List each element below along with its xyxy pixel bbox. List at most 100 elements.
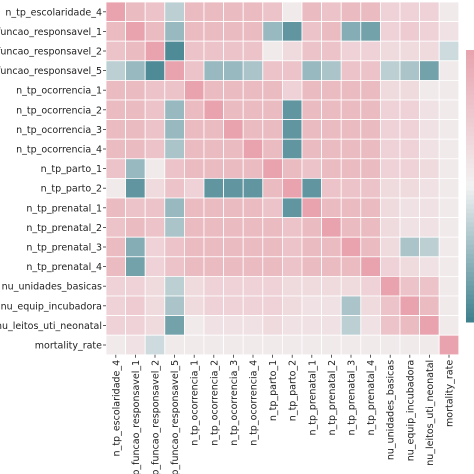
colorbar-segment <box>466 186 474 192</box>
heatmap-cell <box>242 119 264 140</box>
colorbar-segment <box>466 54 474 60</box>
heatmap-cell <box>183 80 205 101</box>
heatmap-cell <box>144 158 166 179</box>
heatmap-cell <box>144 99 166 121</box>
heatmap-cell <box>164 217 185 238</box>
heatmap-cell <box>105 334 127 356</box>
heatmap-cell <box>183 275 205 297</box>
y-tick-label: n_tp_ocorrencia_3 <box>16 125 102 136</box>
heatmap-cell <box>438 315 460 336</box>
heatmap-cell <box>105 99 127 121</box>
heatmap-cell <box>360 334 381 356</box>
heatmap-cell <box>281 236 303 258</box>
heatmap-cell <box>438 275 460 297</box>
heatmap-cell <box>164 138 185 160</box>
heatmap-cell <box>223 275 244 297</box>
colorbar-segment <box>466 68 474 74</box>
heatmap-cell <box>164 256 185 277</box>
x-tick-label: n_tp_prenatal_2 <box>327 360 338 436</box>
heatmap-cell <box>360 295 381 317</box>
heatmap-cell <box>203 119 225 140</box>
heatmap-cell <box>125 295 146 317</box>
heatmap-cell <box>164 197 185 219</box>
heatmap-cell <box>144 21 166 42</box>
heatmap-cell <box>183 295 205 317</box>
x-tick-label: nu_unidades_basicas <box>386 360 397 460</box>
heatmap-cell <box>340 21 362 42</box>
heatmap-cell <box>399 197 421 219</box>
heatmap-cell <box>183 99 205 121</box>
heatmap-cell <box>321 158 342 179</box>
y-tick-label: n_tp_ocorrencia_4 <box>16 145 102 156</box>
colorbar-segment <box>466 294 474 300</box>
heatmap-cell <box>321 119 342 140</box>
heatmap-cell <box>360 217 381 238</box>
heatmap-cell <box>242 138 264 160</box>
colorbar-segment <box>466 63 474 69</box>
heatmap-cell <box>262 60 283 81</box>
y-tick-label: n_tp_parto_1 <box>41 164 102 175</box>
x-tick-label: n_tp_prenatal_1 <box>307 360 318 436</box>
colorbar-segment <box>466 235 474 241</box>
heatmap-cell <box>223 119 244 140</box>
colorbar-segment <box>466 176 474 182</box>
heatmap-cell <box>125 21 146 42</box>
heatmap-cell <box>242 177 264 199</box>
heatmap-cell <box>262 1 283 23</box>
heatmap-cell <box>242 80 264 101</box>
heatmap-cell <box>438 295 460 317</box>
x-tick-label: n_tp_escolaridade_4 <box>111 360 122 457</box>
heatmap-cell <box>360 256 381 277</box>
heatmap-cell <box>105 60 127 81</box>
heatmap-cell <box>125 158 146 179</box>
heatmap-cell <box>203 197 225 219</box>
colorbar-segment <box>466 113 474 119</box>
colorbar-segment <box>466 213 474 219</box>
heatmap-cell <box>379 177 401 199</box>
x-tick-label: n_tp_parto_1 <box>268 360 279 421</box>
heatmap-cell <box>164 158 185 179</box>
heatmap-cell <box>183 60 205 81</box>
heatmap-cell <box>144 315 166 336</box>
heatmap-cell <box>164 99 185 121</box>
heatmap-cell <box>164 21 185 42</box>
colorbar-segment <box>466 90 474 96</box>
heatmap-cell <box>281 315 303 336</box>
heatmap-cell <box>242 158 264 179</box>
heatmap-cell <box>262 80 283 101</box>
heatmap-cell <box>340 99 362 121</box>
heatmap-cell <box>321 21 342 42</box>
heatmap-cell <box>281 21 303 42</box>
heatmap-cell <box>321 217 342 238</box>
colorbar-segment <box>466 254 474 260</box>
heatmap-cell <box>438 21 460 42</box>
heatmap-cell <box>262 217 283 238</box>
heatmap-cell <box>438 138 460 160</box>
heatmap-cell <box>301 138 323 160</box>
heatmap-cell <box>379 295 401 317</box>
colorbar-segment <box>466 267 474 273</box>
colorbar-segment <box>466 50 474 56</box>
heatmap-cell <box>419 256 440 277</box>
colorbar-segment <box>466 59 474 65</box>
heatmap-cell <box>399 295 421 317</box>
heatmap-cell <box>105 256 127 277</box>
heatmap-cell <box>301 295 323 317</box>
heatmap-cell <box>262 236 283 258</box>
heatmap-cell <box>144 256 166 277</box>
heatmap-cell <box>340 177 362 199</box>
heatmap-cell <box>223 1 244 23</box>
heatmap-cell <box>144 80 166 101</box>
heatmap-cell <box>340 40 362 62</box>
heatmap-cell <box>223 236 244 258</box>
y-tick-label: n_tp_parto_2 <box>41 184 102 195</box>
heatmap-cell <box>438 80 460 101</box>
heatmap-cell <box>203 158 225 179</box>
heatmap-cell <box>105 138 127 160</box>
heatmap-cell <box>125 99 146 121</box>
heatmap-cell <box>419 1 440 23</box>
heatmap-cell <box>379 334 401 356</box>
heatmap-cell <box>340 158 362 179</box>
colorbar-segment <box>466 281 474 287</box>
heatmap-cell <box>203 80 225 101</box>
